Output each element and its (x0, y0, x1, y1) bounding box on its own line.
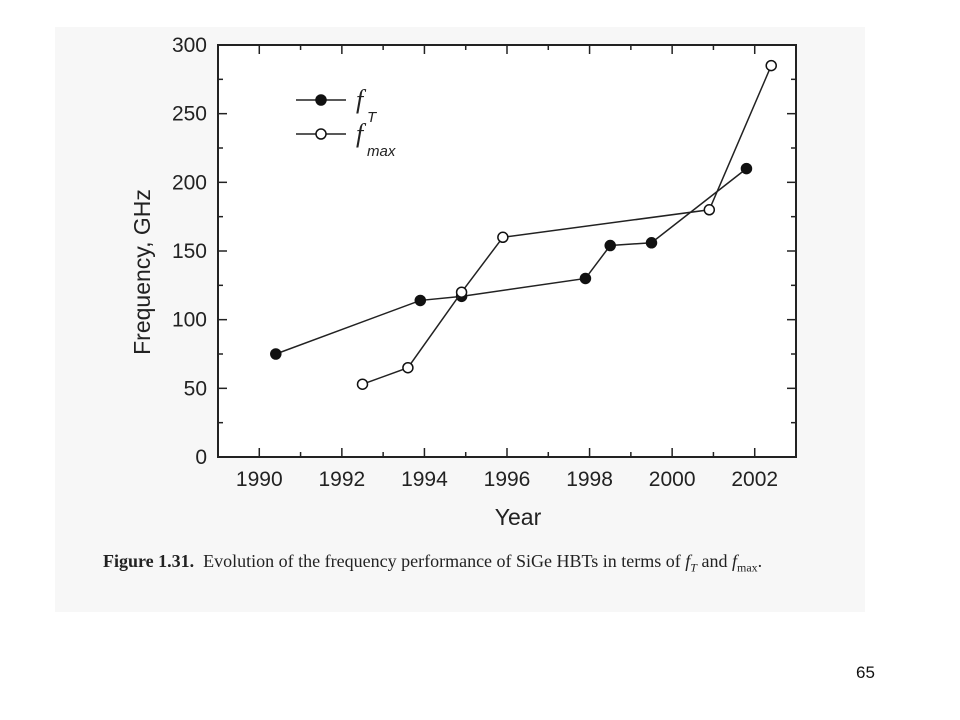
y-tick-label: 200 (172, 171, 207, 194)
data-point-max (497, 231, 509, 244)
series-line-max (362, 65, 772, 385)
data-point-t (645, 237, 658, 249)
caption-label: Figure 1.31. (103, 551, 195, 571)
data-point-max (703, 204, 716, 216)
caption-end: . (757, 551, 763, 571)
y-tick-label: 300 (172, 34, 207, 57)
plot-frame (217, 44, 797, 458)
data-point-t (270, 348, 282, 360)
y-tick-label: 250 (172, 103, 207, 126)
y-tick-label: 50 (184, 377, 207, 400)
y-axis-ticks: 0 50 100 150 200 250 300 (172, 34, 796, 469)
legend-subscript-t: T (367, 109, 378, 126)
data-point-t (604, 239, 616, 252)
caption-text: Evolution of the frequency performance o… (203, 551, 681, 571)
legend-marker-max (315, 128, 327, 140)
data-point-t (414, 294, 427, 307)
caption-conjunction: and (701, 551, 728, 571)
data-point-t (740, 162, 753, 175)
legend-marker-t (315, 94, 327, 106)
caption-symbol-ft: f (685, 551, 691, 571)
data-point-max (455, 286, 468, 298)
series-layer (270, 59, 777, 390)
data-point-max (402, 361, 414, 374)
x-tick-label: 2000 (649, 468, 696, 491)
page-number: 65 (856, 663, 875, 682)
x-tick-label: 2002 (731, 468, 778, 491)
x-axis-ticks: 1990 1992 1994 1996 1998 2000 2002 (217, 45, 797, 491)
legend-label-t: f (356, 85, 367, 114)
y-tick-label: 100 (172, 309, 207, 332)
figure-caption: Figure 1.31. Evolution of the frequency … (103, 551, 903, 576)
y-tick-label: 150 (172, 240, 207, 263)
x-tick-label: 1998 (566, 468, 613, 491)
data-point-max (765, 59, 777, 72)
x-tick-label: 1994 (401, 468, 448, 491)
x-tick-label: 1992 (318, 468, 365, 491)
caption-symbol-fmax: f (731, 551, 737, 571)
caption-subscript-t: T (690, 560, 697, 575)
plot-area-border (217, 44, 797, 458)
y-axis-title: Frequency, GHz (129, 189, 155, 355)
legend-subscript-max: max (367, 143, 396, 160)
caption-subscript-max: max (737, 560, 758, 575)
x-axis-title: Year (495, 504, 542, 530)
x-tick-label: 1996 (484, 468, 531, 491)
y-tick-label: 0 (195, 446, 207, 469)
x-tick-label: 1990 (236, 468, 283, 491)
data-point-max (356, 378, 369, 390)
legend-label-max: f (356, 119, 367, 148)
data-point-t (579, 272, 592, 285)
